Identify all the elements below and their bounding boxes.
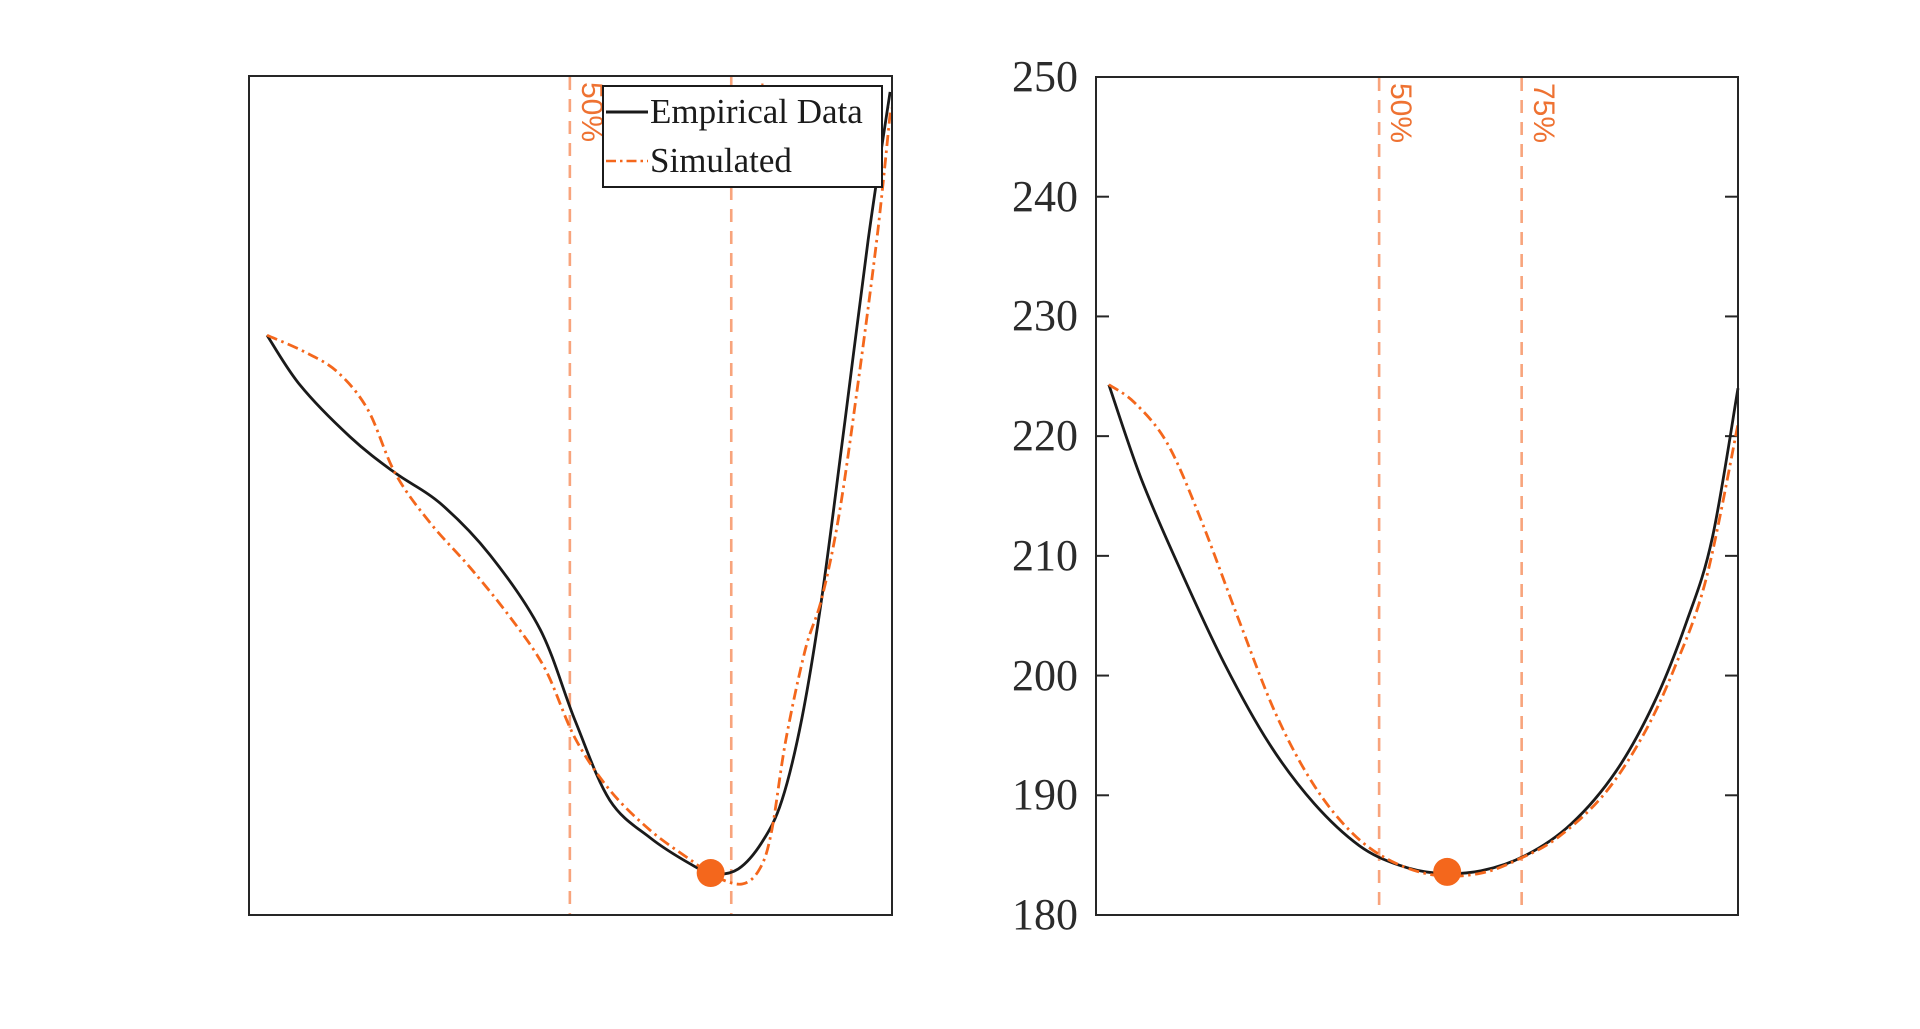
y-tick-label-180: 180 (1012, 890, 1078, 939)
legend-label-simulated: Simulated (650, 141, 792, 180)
min-marker-left (696, 859, 725, 888)
min-marker-right (1433, 857, 1462, 886)
vline-label-75pct-right: 75% (1526, 83, 1560, 144)
y-tick-label-210: 210 (1012, 530, 1078, 580)
legend-label-empirical: Empirical Data (650, 92, 863, 131)
y-tick-label-220: 220 (1012, 411, 1078, 461)
y-tick-label-200: 200 (1012, 650, 1078, 700)
y-tick-label-240: 240 (1012, 171, 1078, 221)
empirical-curve-right (1107, 384, 1740, 875)
y-tick-label-250: 250 (1012, 52, 1078, 101)
y-tick-label-190: 190 (1012, 770, 1078, 820)
panel-border-right (1095, 76, 1739, 916)
simulated-curve-left (266, 107, 893, 886)
simulated-curve-right (1108, 383, 1740, 878)
panel-border-left (248, 75, 893, 916)
empirical-line-sample-icon (606, 110, 648, 114)
y-tick-label-230: 230 (1012, 291, 1078, 341)
legend-box: Empirical Data Simulated (602, 85, 883, 188)
empirical-curve-left (265, 91, 892, 876)
simulated-line-sample-icon (606, 159, 648, 163)
legend-entry-simulated: Simulated (604, 137, 881, 185)
vline-label-50pct-right: 50% (1384, 83, 1418, 144)
legend-entry-empirical: Empirical Data (604, 88, 881, 136)
